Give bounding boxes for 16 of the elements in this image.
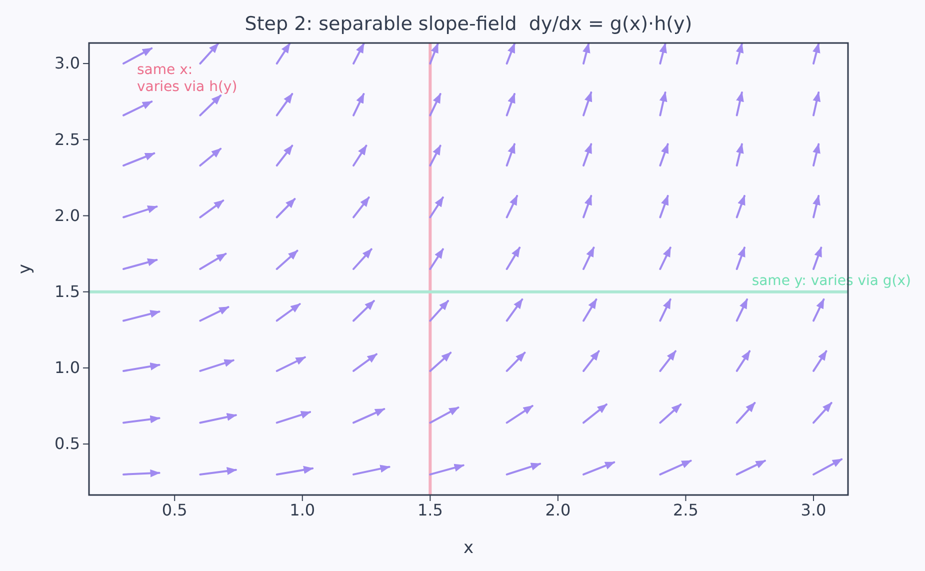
y-axis-title: y xyxy=(15,264,35,274)
y-tick-label: 3.0 xyxy=(54,54,80,73)
x-axis-title: x xyxy=(463,538,474,558)
x-tick-label: 2.0 xyxy=(545,500,571,520)
y-tick-label: 2.5 xyxy=(54,130,80,149)
x-tick-label: 0.5 xyxy=(162,500,188,520)
y-tick-label: 2.0 xyxy=(54,206,80,225)
y-tick-label: 0.5 xyxy=(54,434,80,454)
x-tick-label: 3.0 xyxy=(800,500,826,520)
chart-title: Step 2: separable slope-field dy/dx = g(x)·h(y) xyxy=(244,13,692,35)
x-tick-label: 2.5 xyxy=(672,500,698,520)
annotation: same x: varies via h(y) xyxy=(137,62,238,95)
x-tick-label: 1.0 xyxy=(290,500,316,520)
y-tick-label: 1.0 xyxy=(54,358,80,378)
y-tick-label: 1.5 xyxy=(54,282,80,301)
x-tick-label: 1.5 xyxy=(417,500,443,520)
